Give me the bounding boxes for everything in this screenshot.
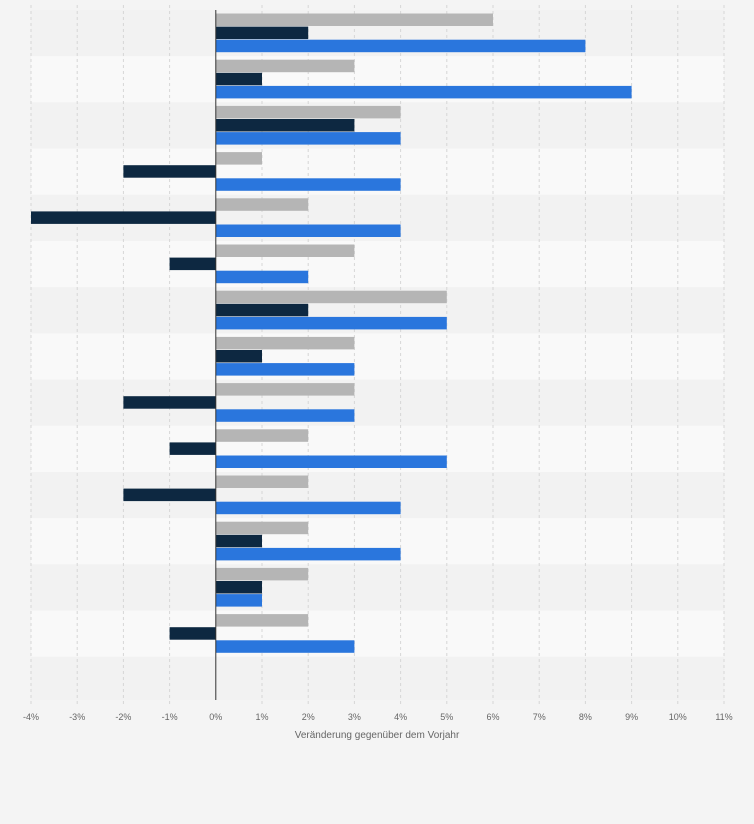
bar-series-1	[215, 152, 262, 165]
x-tick-label: 4%	[394, 712, 407, 722]
bar-series-1	[215, 567, 309, 581]
bar-series-3	[215, 547, 401, 561]
bar-series-3	[215, 409, 355, 422]
bar-series-2	[215, 534, 262, 548]
bar-series-2	[123, 396, 216, 409]
bar-series-2	[215, 581, 262, 594]
x-tick-label: 9%	[625, 712, 638, 722]
x-tick-label: 3%	[348, 712, 361, 722]
bar-series-1	[215, 105, 401, 119]
bars	[31, 13, 632, 653]
x-tick-label: -1%	[162, 712, 178, 722]
bar-series-3	[215, 132, 401, 145]
bar-series-3	[215, 85, 632, 99]
x-tick-label: -2%	[115, 712, 131, 722]
bar-series-2	[215, 119, 355, 132]
bar-series-1	[215, 429, 309, 442]
bar-series-3	[215, 363, 355, 376]
bar-series-3	[215, 594, 262, 607]
bar-series-1	[215, 521, 309, 535]
bar-series-1	[215, 13, 494, 26]
bar-series-2	[215, 303, 309, 317]
bar-series-3	[215, 640, 355, 653]
bar-series-2	[31, 211, 216, 224]
bar-series-2	[169, 257, 216, 271]
bar-series-2	[215, 26, 309, 40]
bar-series-3	[215, 316, 447, 330]
bar-series-2	[123, 165, 216, 178]
x-tick-label: 5%	[440, 712, 453, 722]
bar-series-1	[215, 614, 309, 627]
bar-series-3	[215, 178, 401, 191]
bar-series-1	[215, 336, 355, 350]
row-band	[31, 610, 724, 657]
x-axis-label: Veränderung gegenüber dem Vorjahr	[295, 730, 460, 741]
x-tick-label: 10%	[669, 712, 687, 722]
bar-series-1	[215, 244, 355, 257]
bar-series-3	[215, 501, 401, 515]
bar-series-3	[215, 39, 586, 53]
bar-series-1	[215, 290, 447, 304]
bar-series-2	[123, 488, 216, 502]
x-tick-label: 7%	[533, 712, 546, 722]
bar-series-1	[215, 59, 355, 73]
x-tick-label: -3%	[69, 712, 85, 722]
bar-series-3	[215, 455, 447, 468]
bar-series-1	[215, 198, 309, 211]
x-tick-label: 6%	[486, 712, 499, 722]
x-tick-label: 0%	[209, 712, 222, 722]
bar-series-3	[215, 224, 401, 237]
bar-series-2	[215, 72, 262, 86]
bar-series-1	[215, 475, 309, 488]
row-band	[31, 656, 724, 700]
bar-series-2	[169, 442, 216, 455]
row-band	[31, 241, 724, 288]
x-tick-label: -4%	[23, 712, 39, 722]
x-tick-label: 2%	[302, 712, 315, 722]
bar-series-2	[169, 627, 216, 640]
row-band	[31, 333, 724, 380]
bar-series-1	[215, 383, 355, 396]
x-tick-label: 11%	[715, 712, 732, 722]
x-tick-label: 8%	[579, 712, 592, 722]
x-tick-label: 1%	[255, 712, 268, 722]
x-tick-labels: -4% -3% -2% -1% 0% 1% 2% 3% 4% 5% 6% 7% 8% 9% 10% 11%	[23, 712, 733, 722]
bar-series-3	[215, 270, 309, 284]
bar-series-2	[215, 350, 262, 363]
row-band	[31, 564, 724, 611]
